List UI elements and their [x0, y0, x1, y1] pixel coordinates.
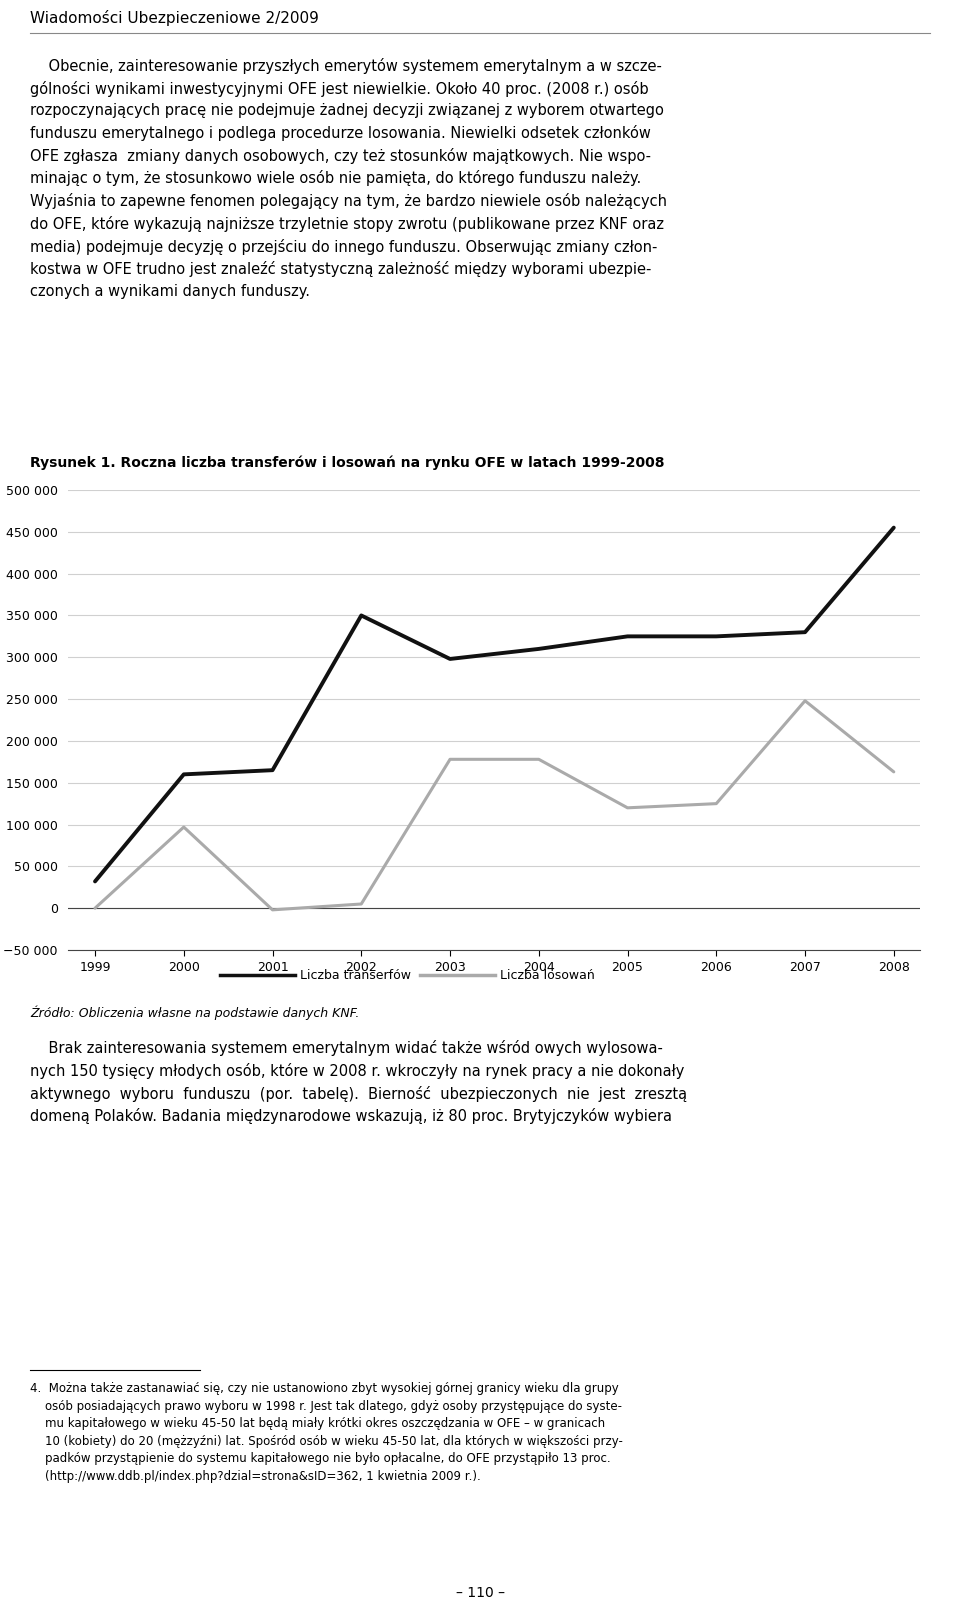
Text: Rysunek 1. Roczna liczba transferów i losowań na rynku OFE w latach 1999-2008: Rysunek 1. Roczna liczba transferów i lo… [30, 454, 664, 469]
Text: 4.  Można także zastanawiać się, czy nie ustanowiono zbyt wysokiej górnej granic: 4. Można także zastanawiać się, czy nie … [30, 1383, 623, 1483]
Text: Liczba transerfów: Liczba transerfów [300, 969, 411, 982]
Text: – 110 –: – 110 – [455, 1586, 505, 1599]
Text: Wiadomości Ubezpieczeniowe 2/2009: Wiadomości Ubezpieczeniowe 2/2009 [30, 10, 319, 26]
Text: Obecnie, zainteresowanie przyszłych emerytów systemem emerytalnym a w szcze-
gól: Obecnie, zainteresowanie przyszłych emer… [30, 58, 667, 299]
Text: Brak zainteresowania systemem emerytalnym widać także wśród owych wylosowa-
nych: Brak zainteresowania systemem emerytalny… [30, 1040, 687, 1124]
Text: Liczba losowań: Liczba losowań [500, 969, 595, 982]
Text: Źródło: Obliczenia własne na podstawie danych KNF.: Źródło: Obliczenia własne na podstawie d… [30, 1006, 359, 1019]
